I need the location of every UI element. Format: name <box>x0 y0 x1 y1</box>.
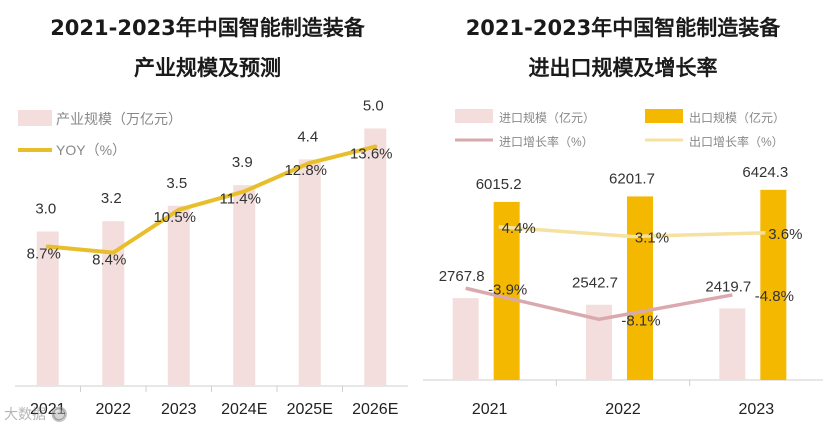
export-growth-label: 4.4% <box>502 220 536 237</box>
yoy-value-label: 13.6% <box>350 146 393 163</box>
legend-swatch-bar <box>18 110 52 126</box>
left-chart-panel: 2021-2023年中国智能制造装备 产业规模及预测 产业规模（万亿元） YOY（… <box>0 0 415 430</box>
bar-industry-scale <box>233 185 256 386</box>
legend-label: 出口规模（亿元） <box>689 110 785 125</box>
right-chart-svg: 进口规模（亿元） 出口规模（亿元） 进口增长率（%） 出口增长率（%） 2767.8 60… <box>423 109 823 418</box>
x-tick-label: 2024E <box>221 401 267 418</box>
legend-label: 进口增长率（%） <box>499 134 594 149</box>
legend-label: 进口规模（亿元） <box>499 110 595 125</box>
x-tick-label: 2023 <box>739 401 775 418</box>
legend-label: 出口增长率（%） <box>689 134 784 149</box>
export-value-label: 6201.7 <box>609 170 655 187</box>
yoy-point <box>111 250 116 255</box>
right-chart-subtitle: 进出口规模及增长率 <box>528 56 718 80</box>
legend-swatch-bar <box>455 109 493 123</box>
x-tick-label: 2023 <box>161 401 197 418</box>
left-chart-title: 2021-2023年中国智能制造装备 <box>50 16 365 40</box>
export-growth-label: 3.6% <box>768 226 802 243</box>
bar-value-label: 3.5 <box>166 175 187 192</box>
yoy-value-label: 12.8% <box>284 162 327 179</box>
bar-industry-scale <box>364 128 387 386</box>
right-chart-title: 2021-2023年中国智能制造装备 <box>465 16 781 40</box>
left-chart-subtitle: 产业规模及预测 <box>134 56 281 80</box>
legend-label-line: YOY（%） <box>56 142 126 158</box>
yoy-point <box>373 144 378 149</box>
bar-industry-scale <box>167 205 190 386</box>
x-tick-label: 2022 <box>605 401 641 418</box>
bar-value-label: 3.9 <box>232 154 253 171</box>
export-growth-label: 3.1% <box>635 229 669 246</box>
x-tick-label: 2026E <box>352 401 398 418</box>
import-growth-label: -3.9% <box>488 281 527 298</box>
bar-import-scale <box>452 298 479 380</box>
yoy-point <box>242 189 247 194</box>
bar-export-scale <box>493 201 520 380</box>
import-growth-line <box>465 286 733 322</box>
bar-value-label: 3.2 <box>101 190 122 207</box>
x-tick-label: 2025E <box>287 401 333 418</box>
import-growth-label: -4.8% <box>755 288 794 305</box>
legend-swatch-bar <box>645 109 683 123</box>
export-growth-line <box>498 225 766 239</box>
yoy-point <box>176 207 181 212</box>
bar-value-label: 3.0 <box>35 201 56 218</box>
x-tick-label: 2021 <box>30 401 66 418</box>
yoy-value-label: 8.4% <box>92 252 126 269</box>
x-tick-label: 2021 <box>472 401 508 418</box>
legend-label-bar: 产业规模（万亿元） <box>56 111 182 127</box>
yoy-value-label: 11.4% <box>220 190 261 207</box>
import-growth-label: -8.1% <box>621 312 660 329</box>
bar-import-scale <box>719 308 746 380</box>
bar-value-label: 5.0 <box>363 98 384 115</box>
import-value-label: 2419.7 <box>705 278 751 295</box>
import-value-label: 2542.7 <box>572 275 618 292</box>
left-chart-svg: 产业规模（万亿元） YOY（%） 3.0 2021 3.2 2022 3.5 2023 3.9 2… <box>15 98 408 418</box>
yoy-value-label: 10.5% <box>153 209 196 226</box>
bar-industry-scale <box>36 231 59 386</box>
right-chart-panel: 2021-2023年中国智能制造装备 进出口规模及增长率 进口规模（亿元） 出口规… <box>415 0 831 430</box>
yoy-point <box>45 244 50 249</box>
bar-export-scale <box>627 196 653 380</box>
bar-industry-scale <box>298 159 321 386</box>
watermark-text: 大数据 🔘 <box>4 407 68 423</box>
bar-export-scale <box>760 189 787 380</box>
bar-value-label: 4.4 <box>297 128 318 145</box>
export-value-label: 6424.3 <box>742 164 788 181</box>
yoy-value-label: 8.7% <box>27 246 61 263</box>
export-value-label: 6015.2 <box>476 176 522 193</box>
yoy-point <box>307 160 312 165</box>
yoy-line <box>47 144 376 255</box>
bar-industry-scale <box>102 221 125 386</box>
x-tick-label: 2022 <box>95 401 131 418</box>
import-value-label: 2767.8 <box>439 268 485 285</box>
